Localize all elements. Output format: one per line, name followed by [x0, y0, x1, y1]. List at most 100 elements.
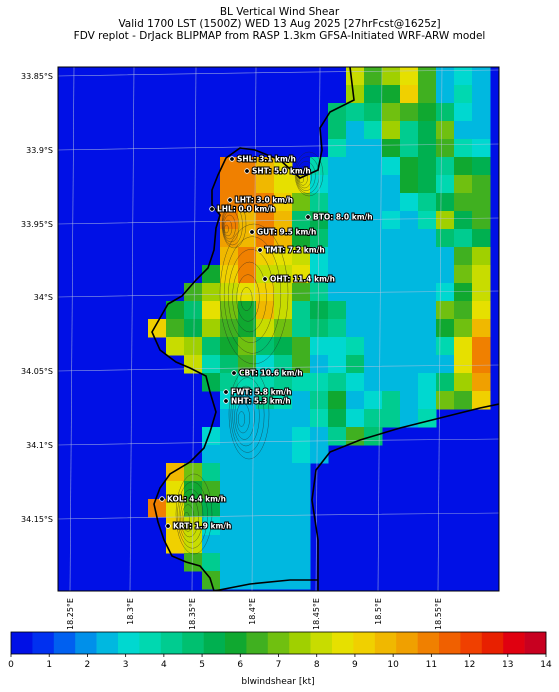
shear-cell [382, 67, 401, 86]
colorbar-swatch [503, 632, 525, 654]
shear-cell [238, 301, 257, 320]
shear-cell [292, 247, 311, 266]
shear-cell [256, 229, 275, 248]
station-label: KRT: 1.9 km/h [173, 522, 231, 531]
station-dot [159, 496, 165, 502]
shear-cell [346, 121, 365, 140]
shear-cell [256, 409, 275, 428]
chart-subtitle-valid: Valid 1700 LST (1500Z) WED 13 Aug 2025 [… [118, 18, 441, 30]
longitude-tick-label: 18.3°E [126, 598, 135, 625]
colorbar-tick-label: 5 [199, 660, 205, 670]
graticule [58, 67, 499, 591]
shear-cell [436, 175, 455, 194]
shear-cell [328, 409, 347, 428]
station-dot [244, 168, 250, 174]
shear-cell [400, 337, 419, 356]
shear-cell [472, 283, 491, 302]
shear-cell [274, 283, 293, 302]
station-label: BTO: 8.0 km/h [313, 213, 373, 222]
shear-cell [346, 67, 365, 86]
graticule-line [251, 67, 257, 591]
shear-cell [238, 553, 257, 572]
shear-cell [346, 211, 365, 230]
latitude-tick-label: 34.1°S [26, 441, 53, 450]
station-dot [305, 214, 311, 220]
shear-cell [472, 319, 491, 338]
shear-cell [436, 301, 455, 320]
shear-cell [220, 247, 239, 266]
colorbar-tick-label: 7 [276, 660, 282, 670]
shear-cell [382, 265, 401, 284]
colorbar-swatch [267, 632, 290, 654]
colorbar-swatch [396, 632, 418, 654]
station-label: TMT: 7.2 km/h [265, 246, 325, 255]
station-label: CBT: 10.6 km/h [239, 369, 303, 378]
shear-cell [274, 409, 293, 428]
colorbar-tick-label: 11 [426, 660, 437, 670]
shear-cell [292, 373, 311, 392]
shear-cell [346, 85, 365, 104]
longitude-tick-label: 18.5°E [374, 598, 383, 625]
shear-cell [472, 337, 491, 356]
shear-cell [382, 247, 401, 266]
shear-cell [382, 103, 401, 122]
shear-cell [274, 175, 293, 194]
terrain-contour [181, 504, 195, 532]
shear-cell [292, 283, 311, 302]
station-dot [262, 276, 268, 282]
shear-cell [328, 301, 347, 320]
shear-cell [364, 157, 383, 176]
shear-cell [310, 445, 329, 464]
shear-cell [436, 265, 455, 284]
shear-cell [454, 121, 473, 140]
shear-cell [454, 211, 473, 230]
shear-cell [364, 319, 383, 338]
shear-cell [382, 337, 401, 356]
shear-cell [472, 211, 491, 230]
chart-title: BL Vertical Wind Shear [219, 6, 340, 18]
shear-cell [346, 157, 365, 176]
terrain-contour [223, 219, 233, 237]
shear-cell [220, 175, 239, 194]
shear-cell [400, 229, 419, 248]
shear-cell [166, 517, 185, 536]
shear-cell [238, 517, 257, 536]
shear-cell [202, 283, 221, 302]
shear-cell [238, 535, 257, 554]
colorbar-swatch [524, 632, 547, 654]
shear-cell [436, 319, 455, 338]
shear-cell [310, 427, 329, 446]
shear-cell [220, 337, 239, 356]
shear-cell [472, 103, 491, 122]
shear-cell [346, 409, 365, 428]
shear-cell [454, 337, 473, 356]
shear-cell [400, 193, 419, 212]
graticule-line [437, 67, 443, 591]
shear-cell [328, 175, 347, 194]
shear-cell [184, 463, 203, 482]
shear-cell [454, 103, 473, 122]
latitude-tick-label: 34°S [34, 293, 53, 302]
colorbar-swatch [96, 632, 119, 654]
colorbar-tick-label: 4 [161, 660, 167, 670]
shear-cell [256, 517, 275, 536]
shear-cell [418, 193, 437, 212]
shear-cell [310, 391, 329, 410]
colorbar-swatch [182, 632, 204, 654]
colorbar-tick-label: 14 [540, 660, 552, 670]
shear-cell [166, 319, 185, 338]
shear-cell [364, 193, 383, 212]
shear-cell [310, 355, 329, 374]
shear-cell [382, 121, 401, 140]
shear-cell [400, 67, 419, 86]
shear-cells [148, 67, 491, 590]
shear-cell [292, 193, 311, 212]
shear-cell [454, 319, 473, 338]
shear-cell [220, 445, 239, 464]
colorbar-tick-label: 6 [237, 660, 243, 670]
shear-cell [274, 463, 293, 482]
shear-cell [436, 247, 455, 266]
shear-cell [436, 67, 455, 86]
shear-cell [436, 229, 455, 248]
terrain-contour [298, 175, 305, 183]
